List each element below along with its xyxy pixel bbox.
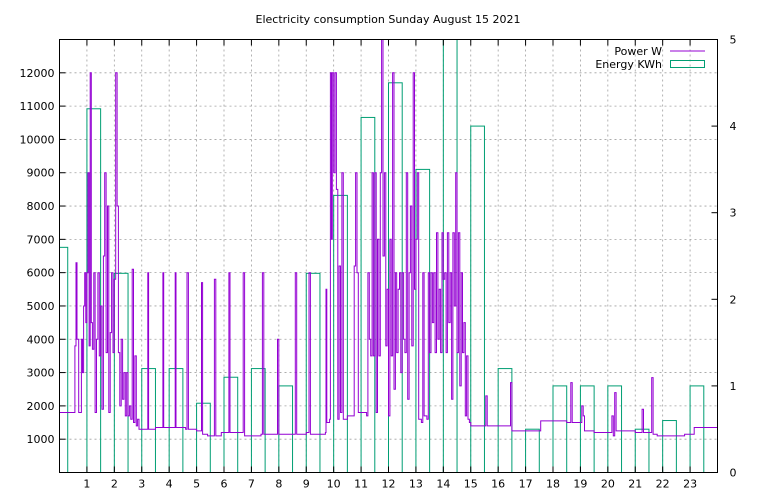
energy-bar [442, 39, 458, 473]
y-left-tick-label: 6000 [27, 267, 55, 280]
x-tick-label: 6 [221, 478, 228, 491]
x-tick-label: 18 [546, 478, 560, 491]
y-right-tick-label: 4 [730, 120, 737, 133]
energy-bar [470, 125, 485, 473]
energy-bar [497, 368, 513, 473]
x-tick-label: 19 [573, 478, 587, 491]
y-left-tick-label: 7000 [27, 233, 55, 246]
energy-bar [662, 420, 677, 474]
x-tick-label: 11 [354, 478, 368, 491]
x-tick-label: 13 [409, 478, 423, 491]
energy-bar [552, 385, 568, 473]
power-line [59, 39, 718, 437]
y-left-tick-label: 2000 [27, 400, 55, 413]
x-tick-label: 3 [138, 478, 145, 491]
x-tick-label: 22 [656, 478, 670, 491]
legend-power-label: Power W [614, 45, 662, 58]
power-series [59, 39, 718, 437]
y-right-tick-label: 3 [730, 207, 737, 220]
energy-bar [579, 385, 595, 473]
x-tick-label: 8 [275, 478, 282, 491]
legend: Power W Energy KWh [595, 45, 705, 71]
x-tick-label: 15 [464, 478, 478, 491]
x-tick-label: 2 [111, 478, 118, 491]
y-left-tick-label: 1000 [27, 433, 55, 446]
y-left-tick-label: 11000 [20, 100, 55, 113]
chart-title: Electricity consumption Sunday August 15… [256, 13, 521, 26]
y-left-tick-label: 4000 [27, 333, 55, 346]
x-tick-label: 12 [382, 478, 396, 491]
x-tick-label: 1 [83, 478, 90, 491]
y-right-tick-label: 5 [730, 34, 737, 47]
y-left-tick-label: 8000 [27, 200, 55, 213]
y-left-tick-label: 5000 [27, 300, 55, 313]
x-tick-label: 20 [601, 478, 615, 491]
x-tick-label: 9 [303, 478, 310, 491]
x-tick-label: 14 [436, 478, 450, 491]
energy-bar [250, 368, 266, 473]
axis-ticks: 1 2 3 4 5 6 7 8 9 10 11 12 13 14 15 16 17 18 19 20 21 22 23100… [20, 34, 737, 491]
energy-bar [634, 428, 650, 474]
energy-bar [278, 385, 294, 473]
y-left-tick-label: 9000 [27, 167, 55, 180]
x-tick-label: 17 [519, 478, 533, 491]
y-left-tick-label: 3000 [27, 367, 55, 380]
energy-bar [305, 272, 321, 473]
y-right-tick-label: 0 [730, 467, 737, 480]
energy-bar [223, 376, 239, 473]
x-tick-label: 21 [628, 478, 642, 491]
energy-bar [525, 428, 540, 474]
energy-bar [689, 385, 705, 473]
x-tick-label: 23 [683, 478, 697, 491]
x-tick-label: 7 [248, 478, 255, 491]
y-left-tick-label: 10000 [20, 133, 55, 146]
x-tick-label: 4 [166, 478, 173, 491]
energy-bar [196, 402, 211, 473]
y-right-tick-label: 1 [730, 380, 737, 393]
y-left-tick-label: 12000 [20, 67, 55, 80]
x-tick-label: 5 [193, 478, 200, 491]
legend-energy-label: Energy KWh [595, 58, 662, 71]
x-tick-label: 10 [327, 478, 341, 491]
legend-energy-swatch [670, 60, 705, 68]
x-tick-label: 16 [491, 478, 505, 491]
y-right-tick-label: 2 [730, 293, 737, 306]
